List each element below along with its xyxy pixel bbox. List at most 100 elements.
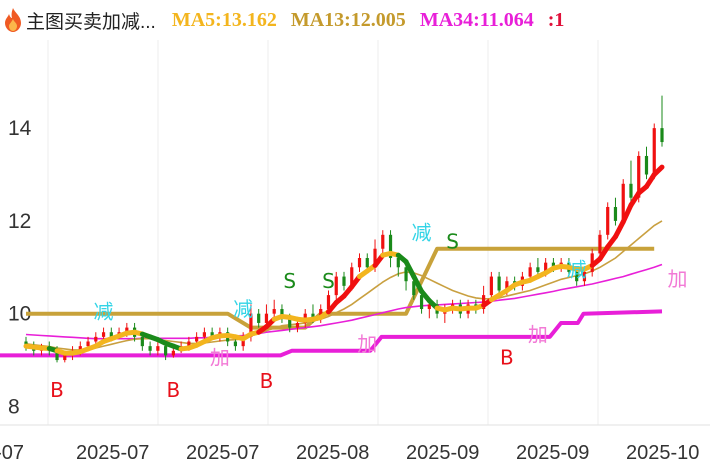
x-tick-label: 2025-07 [76, 442, 149, 464]
candle-body [171, 350, 175, 356]
candle-body [195, 336, 199, 342]
y-tick-label: 12 [8, 210, 31, 233]
candle-body [311, 313, 315, 319]
candle-body [86, 341, 90, 347]
ma5-segment [620, 202, 634, 225]
candle-body [505, 281, 509, 291]
signal-jian: 减 [94, 299, 114, 323]
candle-body [257, 313, 261, 323]
candle-body [156, 346, 160, 351]
candle-body [357, 258, 362, 268]
ma5-segment [403, 259, 417, 280]
candle-body [427, 304, 431, 310]
candle-body [575, 271, 579, 282]
candle-body [365, 258, 369, 268]
candle-body [419, 295, 424, 310]
candle-body [544, 262, 548, 272]
candle-body [644, 155, 649, 175]
candle-body [202, 332, 206, 337]
signal-b: B [166, 378, 180, 402]
ma5-segment [651, 164, 665, 178]
candle-body [396, 258, 400, 268]
signal-jian: 减 [233, 297, 253, 321]
candle-body [334, 276, 338, 296]
candle-body [551, 262, 556, 268]
candle-body [233, 341, 238, 347]
ma13-line [25, 220, 663, 351]
x-tick-label: 2025-10 [626, 442, 699, 464]
candle-body [140, 336, 144, 347]
indicator-header: 主图买卖加减... MA5:13.162 MA13:12.005 MA34:11… [0, 0, 710, 40]
signal-jia: 加 [357, 332, 377, 356]
signal-b: B [500, 346, 514, 370]
indicator-title[interactable]: 主图买卖加减... [26, 11, 156, 33]
candle-body [404, 267, 408, 282]
y-tick-label: 14 [8, 117, 32, 140]
signal-jia: 加 [528, 323, 548, 347]
signal-jian: 减 [567, 258, 587, 282]
candle-body [280, 309, 284, 319]
candle-body [528, 267, 532, 277]
candle-body [295, 322, 300, 328]
ma5-segment [612, 219, 626, 240]
x-tick-label: 2025-07 [186, 442, 259, 464]
candle-body [613, 206, 618, 221]
candle-body [55, 350, 59, 361]
overflow-value: :1 [547, 8, 565, 31]
signal-b: B [260, 369, 274, 393]
candle-body [350, 267, 354, 286]
candle-body [598, 234, 602, 254]
flame-icon [5, 8, 21, 32]
x-tick-label: 5-07 [0, 442, 24, 464]
candle-body [210, 332, 214, 337]
candle-body [606, 206, 610, 235]
candle-body [489, 276, 493, 296]
candle-body [249, 313, 253, 337]
signal-s: S [283, 269, 296, 293]
x-tick-label: 2025-08 [296, 442, 369, 464]
candle-body [148, 346, 152, 351]
signal-jia: 加 [210, 346, 230, 370]
candle-body [125, 327, 129, 333]
signal-s: S [446, 230, 459, 254]
candle-body [412, 281, 416, 296]
candle-body [536, 267, 540, 272]
signal-jian: 减 [412, 220, 432, 244]
candle-body [388, 234, 393, 259]
candle-body [629, 183, 633, 198]
x-tick-label: 2025-09 [406, 442, 479, 464]
candle-body [373, 248, 377, 268]
ma5-value: MA5:13.162 [171, 8, 277, 31]
candlestick-chart[interactable]: 14 12 10 8 5-07 2025-07 2025-07 2025-08 2025-09 2… [0, 40, 710, 472]
candle-body [288, 318, 292, 328]
y-tick-label: 8 [8, 395, 20, 418]
candle-body [272, 309, 276, 314]
ma5-segment [411, 274, 425, 294]
ma34-value: MA34:11.064 [419, 8, 534, 31]
candle-body [497, 276, 501, 291]
candle-body [78, 346, 82, 351]
x-tick-label: 2025-09 [516, 442, 589, 464]
candle-body [63, 355, 67, 361]
ma34-line [25, 263, 663, 340]
band-upper-line [26, 246, 655, 330]
signal-s: S [322, 269, 335, 293]
candle-body [94, 336, 98, 342]
candle-body [660, 128, 664, 143]
candle-body [319, 309, 323, 319]
signal-b: B [50, 378, 64, 402]
candle-body [637, 155, 641, 198]
candle-body [652, 128, 656, 175]
candle-body [621, 183, 625, 221]
signal-jia: 加 [668, 267, 688, 291]
candle-body [264, 313, 269, 323]
candle-body [187, 341, 191, 347]
support-line [0, 309, 663, 358]
candle-body [381, 234, 385, 249]
candle-body [164, 346, 168, 356]
y-tick-label: 10 [8, 303, 31, 326]
candle-body [582, 271, 587, 282]
candle-body [326, 295, 331, 310]
candle-body [101, 332, 106, 337]
candle-body [342, 276, 346, 286]
